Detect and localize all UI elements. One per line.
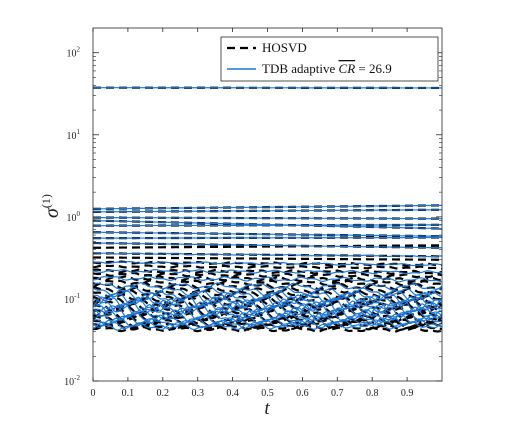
y-axis-title-superscript: (1) — [39, 194, 53, 208]
hosvd-series-line — [93, 244, 442, 249]
x-tick-label: 0.7 — [331, 388, 344, 399]
tdb-series-line — [93, 300, 442, 318]
hosvd-series-line — [93, 268, 442, 275]
legend-label-tdb-cr: CR — [339, 61, 356, 76]
y-tick-label: 100 — [67, 210, 81, 224]
x-tick-label: 0.6 — [296, 388, 309, 399]
x-tick-label: 0.1 — [122, 388, 135, 399]
x-tick-label: 0.3 — [191, 388, 204, 399]
x-tick-label: 0.8 — [366, 388, 379, 399]
y-tick-label: 10-1 — [64, 292, 80, 306]
y-axis-title: σ(1) — [39, 194, 63, 218]
tdb-series-line — [93, 275, 442, 283]
x-tick-label: 0.9 — [401, 388, 414, 399]
hosvd-series-line — [93, 256, 442, 261]
tdb-series-line — [93, 282, 442, 291]
hosvd-series-line — [93, 279, 442, 287]
tdb-series-line — [93, 220, 442, 230]
x-tick-label: 0 — [91, 388, 96, 399]
tdb-series-line — [93, 209, 442, 213]
hosvd-series-line — [93, 286, 442, 295]
x-axis-title: t — [264, 398, 270, 419]
legend-label-hosvd: HOSVD — [262, 40, 307, 55]
legend: HOSVD TDB adaptive CR = 26.9 — [220, 36, 439, 82]
y-tick-label: 102 — [67, 46, 81, 60]
y-tick-label: 10-2 — [64, 374, 80, 388]
legend-label-tdb-cr-value: = 26.9 — [358, 61, 391, 76]
tdb-series-line — [93, 242, 442, 249]
hosvd-series-line — [93, 264, 442, 270]
y-tick-label: 101 — [67, 128, 81, 142]
legend-label-tdb: TDB adaptive CR = 26.9 — [262, 61, 392, 76]
x-tick-label: 0.4 — [226, 388, 239, 399]
tdb-series-line — [93, 252, 442, 258]
tdb-series-line — [93, 318, 442, 330]
tdb-series-line — [93, 269, 442, 275]
tdb-series-line — [93, 303, 442, 319]
tdb-series-line — [93, 224, 442, 227]
x-tick-label: 0.2 — [157, 388, 170, 399]
tdb-series-line — [93, 216, 442, 220]
tdb-series-line — [93, 231, 442, 237]
tdb-series-line — [93, 306, 442, 321]
svg-text:σ(1): σ(1) — [39, 194, 63, 218]
tdb-series-line — [93, 296, 442, 313]
tdb-series-line — [93, 236, 442, 239]
tdb-series-line — [93, 293, 442, 310]
y-axis-title-base: σ — [41, 207, 63, 218]
hosvd-series-line — [93, 325, 442, 333]
ticks-layer: 0 0.1 0.2 0.3 0.4 0.5 0.6 0.7 0.8 0.9 10-2 10-1 100 1… — [64, 28, 442, 399]
tdb-series-line — [93, 204, 442, 210]
hosvd-series-line — [93, 293, 442, 303]
hosvd-series-line — [93, 295, 442, 307]
hosvd-series-line — [93, 271, 442, 279]
x-tick-label: 0.5 — [261, 388, 274, 399]
tdb-series-line — [93, 260, 442, 267]
tdb-series-line — [93, 321, 442, 331]
legend-label-tdb-name: TDB adaptive — [262, 61, 336, 76]
series-layer — [93, 86, 442, 333]
legend-box — [220, 36, 439, 82]
